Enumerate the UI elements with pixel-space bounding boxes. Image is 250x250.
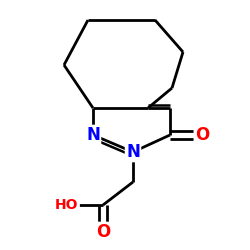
Text: HO: HO [55,198,79,212]
Text: N: N [126,143,140,161]
Text: O: O [195,126,209,144]
Text: N: N [86,126,100,144]
Text: O: O [96,223,110,241]
